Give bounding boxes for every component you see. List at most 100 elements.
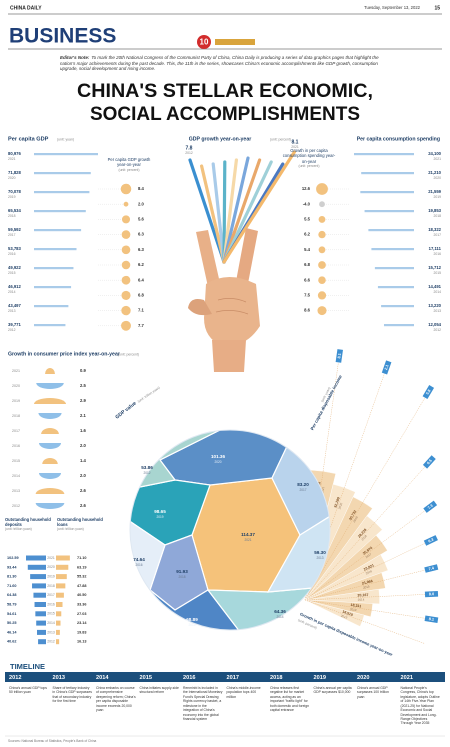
note-text: To mark the 20th National Congress of th…	[60, 55, 379, 72]
page-number: 15	[434, 5, 440, 11]
value-label: 21,210	[428, 170, 441, 175]
flag	[424, 564, 439, 573]
growth-label: 5.4	[304, 247, 310, 252]
cpi-shape	[36, 383, 64, 389]
paper-name: CHINA DAILY	[10, 5, 42, 11]
year-label: 2014	[358, 598, 365, 602]
cpi-shape	[34, 398, 66, 404]
deposit-bar	[35, 611, 46, 617]
year-label: 2016	[433, 252, 441, 256]
value-label: 49,922	[8, 265, 21, 270]
year-label: 2018	[8, 214, 16, 218]
unit: (unit: percent)	[118, 352, 139, 356]
growth-dot	[121, 230, 131, 239]
value-label: 23.14	[77, 621, 87, 625]
timeline-year: 2014	[96, 675, 109, 681]
value-label: 2.0	[80, 473, 86, 478]
cpi-shape	[38, 413, 62, 419]
growth-strip	[188, 158, 226, 264]
value-label: 25,974	[362, 546, 373, 556]
year-label: 2017	[433, 233, 441, 237]
growth-dot	[317, 291, 327, 300]
unit: (unit: trillion yuan)	[137, 386, 161, 404]
value-label: 114.37	[241, 532, 255, 537]
growth-label: 6.3	[428, 538, 434, 544]
value-label: 68.89	[186, 617, 198, 622]
value-label: 53.86	[141, 465, 153, 470]
value-label: 74.64	[133, 557, 145, 562]
growth-label: 6.3	[138, 232, 144, 237]
flag	[422, 455, 436, 469]
year-label: 2019	[8, 195, 16, 199]
growth-flag: 8.1	[424, 615, 439, 624]
timeline-year: 2015	[140, 675, 152, 681]
year-label: 2018	[47, 584, 55, 588]
growth-label: 6.2	[138, 262, 144, 267]
bar	[34, 153, 98, 156]
timeline-text: China's annual per capita GDP surpasses …	[313, 686, 352, 695]
value-label: 19,853	[428, 208, 441, 213]
deposit-bar	[32, 583, 46, 589]
growth-strip	[200, 164, 226, 264]
deposit-bar	[34, 602, 46, 607]
growth-dot	[318, 230, 326, 239]
growth-strip	[222, 150, 296, 264]
bar	[34, 324, 66, 327]
cpi-shape	[42, 458, 58, 464]
ray	[304, 397, 426, 601]
year-label: 2015	[8, 271, 16, 275]
subtitle: Outstanding household loans (unit: trilli…	[57, 517, 105, 531]
loan-bar	[56, 602, 63, 607]
value-label: 55.32	[77, 575, 87, 579]
bar	[360, 191, 414, 194]
value-label: 20,167	[357, 593, 368, 598]
growth-flag: 7.4	[424, 564, 439, 573]
value-label: 102.59	[7, 556, 19, 560]
loan-bar	[56, 611, 62, 617]
year-label: 2020	[47, 565, 55, 569]
year-label: 2021	[12, 369, 20, 373]
ray	[304, 599, 426, 644]
year-label: 2016	[135, 563, 142, 567]
loan-bar	[56, 639, 60, 645]
hand	[188, 228, 260, 372]
value-label: 47.88	[77, 584, 87, 588]
value-label: 24,100	[428, 151, 441, 156]
year-label: 2013	[350, 607, 358, 612]
bar	[368, 229, 414, 232]
year-label: 2015	[433, 271, 441, 275]
growth-label: 6.6	[304, 277, 310, 282]
year-label: 2013	[316, 556, 323, 560]
income-wedge	[304, 599, 365, 627]
bar	[34, 229, 82, 232]
bar	[34, 172, 91, 175]
value-label: 18,311	[350, 603, 361, 609]
year-label: 2013	[12, 489, 20, 493]
section-title: Per capita consumption spending	[357, 136, 440, 142]
year-label: 2012	[12, 504, 20, 508]
bar	[361, 172, 414, 175]
value-label: 13,220	[428, 303, 441, 308]
value-label: 0.9	[80, 368, 86, 373]
year-label: 2012	[47, 640, 55, 644]
year-label: 2015	[47, 612, 55, 616]
value-label: 2.0	[80, 443, 86, 448]
year-label: 2016	[8, 252, 16, 256]
year-label: 2012	[8, 328, 16, 332]
section-title: GDP value	[114, 400, 138, 420]
growth-dot	[121, 215, 131, 224]
year-label: 2016	[12, 444, 20, 448]
value-label: 30,733	[348, 510, 357, 522]
value-label: 101.36	[211, 454, 225, 459]
unit: (unit: percent)	[297, 618, 317, 630]
gdp-ball	[130, 430, 330, 630]
value-label: 16.13	[77, 640, 87, 644]
value-label: 18,322	[428, 227, 441, 232]
year-label: 2021	[433, 157, 441, 161]
deposits-title: Outstanding household deposits	[5, 517, 51, 528]
growth-label: 7.1	[138, 308, 144, 313]
deposit-bar	[36, 620, 46, 626]
value-label: 64.38	[7, 593, 17, 597]
income-wedge	[304, 572, 386, 601]
flag	[423, 500, 438, 513]
